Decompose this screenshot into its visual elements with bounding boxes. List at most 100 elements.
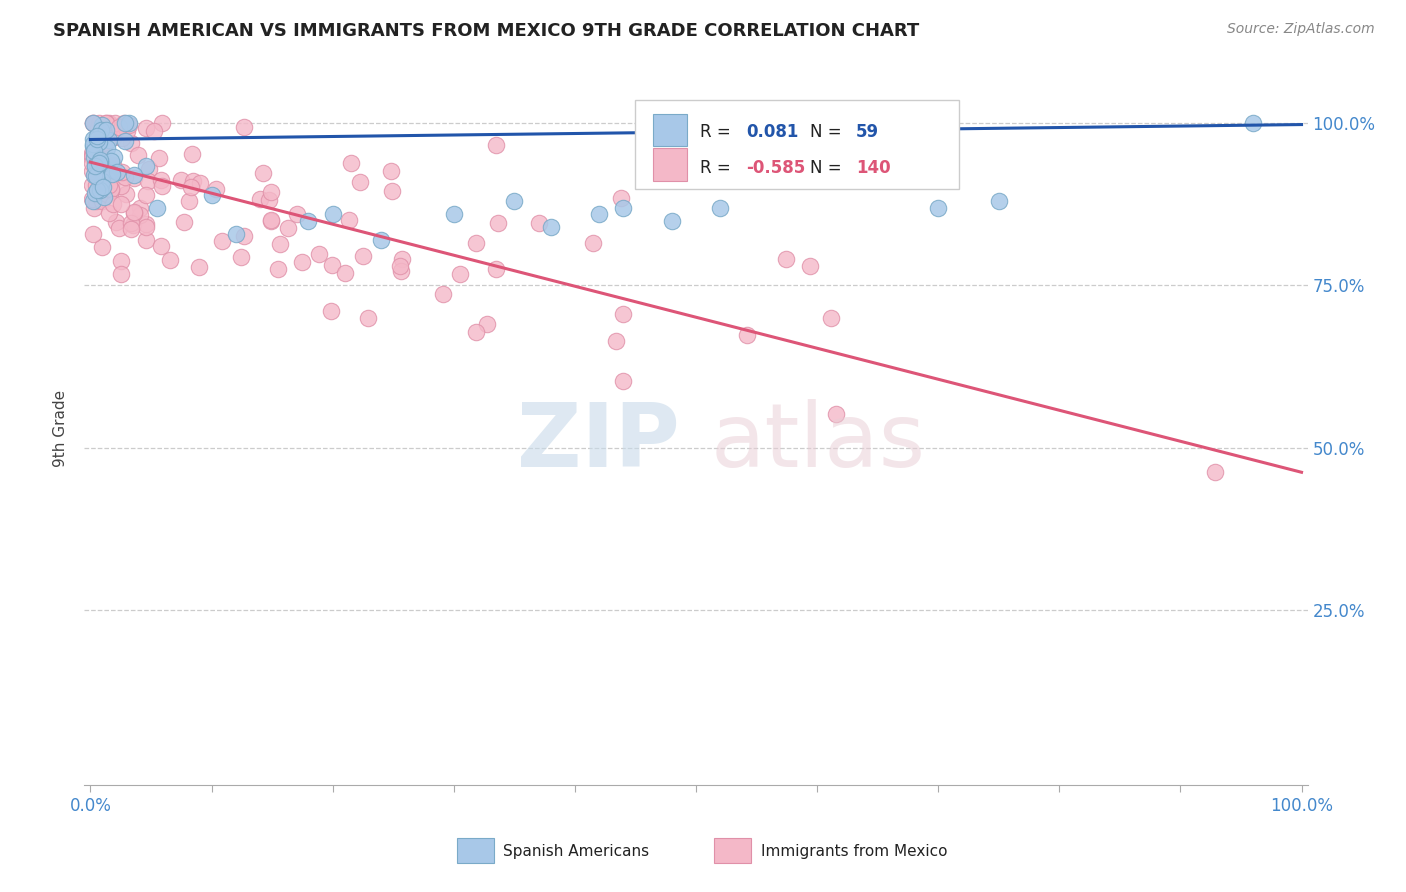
Point <box>225 227 247 241</box>
Point <box>260 213 283 227</box>
Point <box>103 130 125 145</box>
Point <box>86 131 108 145</box>
Point <box>90 122 112 136</box>
Point <box>87 159 110 173</box>
Y-axis label: 9th Grade: 9th Grade <box>53 390 69 467</box>
Point <box>111 131 134 145</box>
Point <box>143 124 166 138</box>
Point <box>432 286 454 301</box>
Point <box>93 136 115 150</box>
Bar <box>457 838 494 863</box>
Point <box>477 317 499 331</box>
Point <box>82 116 104 130</box>
Point <box>89 178 111 193</box>
Point <box>83 144 105 158</box>
Text: -0.585: -0.585 <box>747 159 806 177</box>
Point <box>150 116 173 130</box>
Point <box>96 140 118 154</box>
Point <box>105 165 128 179</box>
Point <box>94 159 117 173</box>
Point <box>267 262 290 277</box>
Point <box>80 163 103 178</box>
Point <box>135 217 157 231</box>
Point <box>82 227 104 242</box>
Point <box>104 116 127 130</box>
Point <box>84 194 107 209</box>
Point <box>114 169 136 184</box>
Point <box>321 258 343 272</box>
Point <box>97 178 120 193</box>
Point <box>260 213 283 227</box>
Point <box>391 263 413 277</box>
Point <box>101 196 124 211</box>
Point <box>211 235 233 249</box>
Point <box>612 374 634 388</box>
Text: 0.081: 0.081 <box>747 123 799 141</box>
Point <box>259 193 281 207</box>
Point <box>114 116 136 130</box>
Point <box>820 311 842 326</box>
Text: 59: 59 <box>856 123 879 141</box>
Point <box>80 156 103 170</box>
Point <box>370 233 392 247</box>
Point <box>485 137 508 152</box>
Point <box>150 239 173 253</box>
Point <box>89 158 111 172</box>
Point <box>449 267 471 281</box>
Point <box>118 116 141 130</box>
Point <box>103 157 125 171</box>
Point <box>82 138 104 153</box>
Point <box>103 150 125 164</box>
Point <box>582 235 605 250</box>
Point <box>89 155 111 169</box>
Point <box>233 228 256 243</box>
Point <box>91 194 114 208</box>
Point <box>115 124 138 138</box>
Text: ZIP: ZIP <box>517 399 679 486</box>
Point <box>96 116 118 130</box>
Point <box>775 252 797 267</box>
Point <box>98 205 121 219</box>
Point <box>93 189 115 203</box>
Point <box>100 182 122 196</box>
Point <box>87 116 110 130</box>
Point <box>86 183 108 197</box>
Point <box>135 220 157 235</box>
Point <box>389 260 412 274</box>
Point <box>333 266 356 280</box>
Point <box>111 165 134 179</box>
Point <box>86 159 108 173</box>
Point <box>503 194 526 208</box>
Point <box>104 124 127 138</box>
Point <box>89 183 111 197</box>
Point <box>84 159 107 173</box>
Point <box>100 154 122 169</box>
Point <box>122 206 145 220</box>
Point <box>148 151 170 165</box>
Point <box>89 136 111 150</box>
Point <box>114 134 136 148</box>
Point <box>84 186 107 201</box>
Text: Immigrants from Mexico: Immigrants from Mexico <box>761 844 948 859</box>
Point <box>100 183 122 197</box>
Point <box>110 267 132 281</box>
Point <box>352 249 374 263</box>
Point <box>138 174 160 188</box>
Point <box>799 259 821 273</box>
Point <box>100 167 122 181</box>
Point <box>170 173 193 187</box>
Point <box>987 194 1010 208</box>
Point <box>82 194 104 208</box>
Text: SPANISH AMERICAN VS IMMIGRANTS FROM MEXICO 9TH GRADE CORRELATION CHART: SPANISH AMERICAN VS IMMIGRANTS FROM MEXI… <box>53 22 920 40</box>
Point <box>127 148 149 162</box>
Point <box>110 197 132 211</box>
Text: N =: N = <box>810 159 846 177</box>
Point <box>91 240 114 254</box>
Point <box>82 136 104 151</box>
Bar <box>714 838 751 863</box>
Point <box>204 182 226 196</box>
Point <box>181 174 204 188</box>
Point <box>464 236 486 251</box>
Point <box>80 150 103 164</box>
Point <box>135 159 157 173</box>
